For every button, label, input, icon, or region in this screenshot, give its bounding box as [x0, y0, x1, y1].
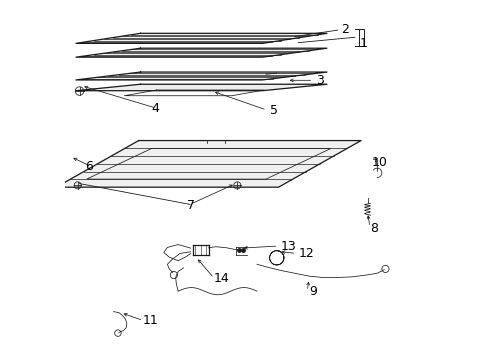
Text: 13: 13 — [280, 240, 296, 253]
Polygon shape — [56, 140, 360, 187]
Text: 7: 7 — [187, 199, 195, 212]
Text: 6: 6 — [85, 160, 93, 173]
Text: 5: 5 — [269, 104, 277, 117]
Polygon shape — [76, 33, 326, 43]
Polygon shape — [76, 72, 326, 80]
Text: 2: 2 — [341, 23, 348, 36]
Text: 1: 1 — [359, 37, 366, 50]
Text: 11: 11 — [142, 314, 158, 328]
Polygon shape — [76, 84, 326, 91]
Text: 8: 8 — [369, 222, 377, 235]
Text: 3: 3 — [316, 74, 324, 87]
Text: 9: 9 — [308, 285, 316, 298]
Polygon shape — [76, 48, 326, 57]
Text: 4: 4 — [151, 102, 159, 115]
Text: 10: 10 — [371, 156, 387, 168]
Text: 14: 14 — [214, 272, 229, 285]
Text: 12: 12 — [298, 247, 313, 260]
